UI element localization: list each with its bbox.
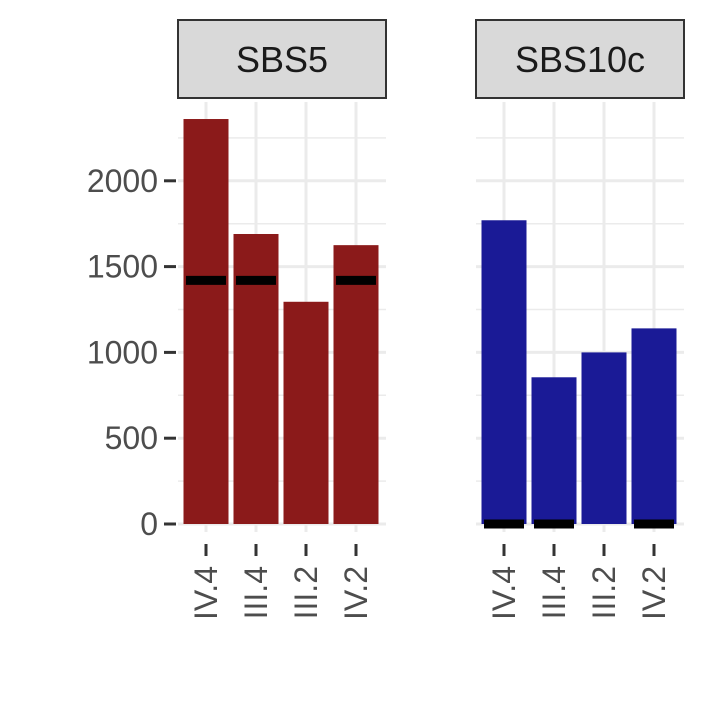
y-tick-label: 1000: [87, 334, 158, 370]
x-tick-label: IV.4: [486, 566, 522, 620]
y-tick-label: 2000: [87, 163, 158, 199]
bar: [531, 377, 577, 524]
x-tick-label: III.4: [238, 566, 274, 619]
bar: [283, 301, 329, 524]
x-tick-label: IV.4: [188, 566, 224, 620]
panel-title: SBS10c: [515, 39, 645, 80]
bar: [481, 220, 527, 524]
bar: [183, 119, 229, 525]
panel-title: SBS5: [236, 39, 328, 80]
x-tick-label: III.2: [288, 566, 324, 619]
x-tick-label: III.2: [586, 566, 622, 619]
panel-strip: [177, 19, 387, 99]
bar: [631, 328, 677, 524]
x-tick-label: IV.2: [338, 566, 374, 620]
panel-sbs5: SBS5 IV.4 III.4 III.2 IV.2: [177, 19, 387, 620]
y-tick-label: 0: [140, 506, 158, 542]
y-tick-label: 500: [105, 420, 158, 456]
bar: [581, 352, 627, 524]
bar: [333, 245, 379, 524]
x-tick-label: III.4: [536, 566, 572, 619]
panel-sbs10c: SBS10c IV.4 III.4 III.2 IV.2: [475, 19, 685, 620]
panel-strip: [475, 19, 685, 99]
x-tick-label: IV.2: [636, 566, 672, 620]
y-tick-label: 1500: [87, 249, 158, 285]
